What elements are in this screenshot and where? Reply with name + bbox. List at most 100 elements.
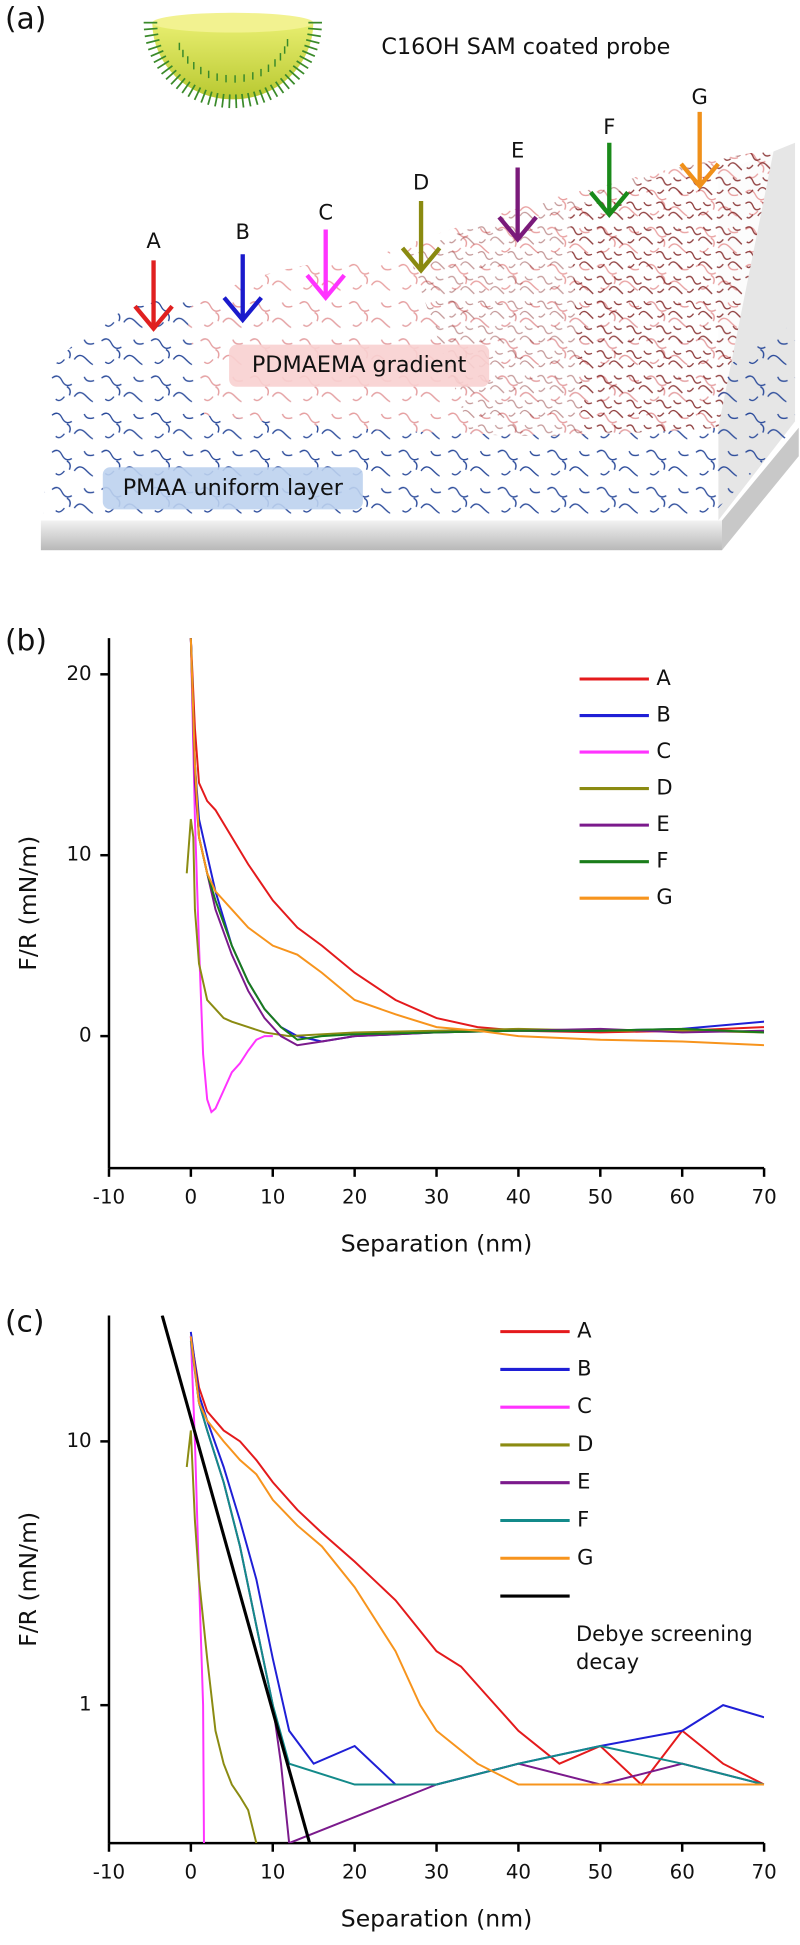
legend-label: B (656, 702, 670, 727)
slab-front (40, 520, 722, 551)
series-line (189, 1340, 765, 1786)
legend-label: A (656, 665, 671, 690)
arrow-label: G (692, 84, 708, 109)
x-tick-label: 10 (260, 1185, 285, 1208)
legend-label: G (656, 884, 672, 909)
x-tick-label: 70 (751, 1185, 776, 1208)
chain (207, 91, 213, 105)
x-tick-label: 40 (506, 1185, 531, 1208)
arrow-label: B (235, 219, 249, 244)
x-tick-label: -10 (93, 1185, 125, 1208)
series-group (160, 1315, 765, 1844)
x-tick-label: 60 (670, 1185, 695, 1208)
x-tick-label: 20 (342, 1860, 367, 1883)
x-tick-label: 0 (185, 1185, 198, 1208)
legend-label: E (577, 1469, 590, 1494)
gradient-label: PDMAEMA gradient (252, 352, 467, 378)
y-tick-label: 20 (66, 662, 91, 685)
series-line (189, 638, 765, 1043)
y-tick-label: 1 (79, 1693, 92, 1716)
chain (200, 89, 207, 103)
chain (228, 94, 231, 109)
gradient-densest (569, 148, 774, 433)
arrow-head (589, 190, 630, 218)
arrows: A B C D E F G (133, 84, 720, 332)
chain (247, 92, 252, 107)
series-line (189, 1331, 765, 1786)
x-tick-label: 0 (185, 1860, 198, 1883)
chain (284, 73, 296, 85)
chain (304, 44, 318, 51)
series-line (160, 1315, 312, 1844)
y-axis-label: F/R (mN/m) (14, 1512, 42, 1647)
series-line (189, 638, 765, 1034)
chain (221, 93, 225, 108)
chain (288, 69, 301, 80)
x-tick-label: 30 (424, 1860, 449, 1883)
x-tick-label: -10 (93, 1860, 125, 1883)
arrow-head (222, 296, 263, 324)
legend-label: D (656, 775, 672, 800)
x-tick-label: 70 (751, 1860, 776, 1883)
arrow-head (305, 273, 346, 301)
legend-label: D (577, 1431, 593, 1456)
y-tick-label: 0 (79, 1024, 92, 1047)
arrow-head (133, 304, 174, 332)
x-tick-label: 50 (588, 1860, 613, 1883)
chain (299, 55, 313, 64)
probe-top (152, 12, 314, 33)
chain (143, 27, 158, 31)
legend-label: E (656, 811, 669, 836)
chain (234, 94, 238, 109)
series-line (185, 1430, 258, 1844)
x-tick-label: 10 (260, 1860, 285, 1883)
legend-label: G (577, 1544, 593, 1569)
arrow-head (497, 215, 538, 243)
layer-label-box (102, 467, 363, 510)
arrow-label: D (413, 170, 429, 195)
series-line (189, 638, 765, 1041)
panel-label: (c) (5, 1304, 45, 1339)
chain (150, 50, 164, 57)
series-line (189, 1336, 765, 1786)
x-axis-label: Separation (nm) (341, 1904, 532, 1932)
legend-label: C (577, 1393, 592, 1418)
x-tick-label: 50 (588, 1185, 613, 1208)
y-axis-label: F/R (mN/m) (14, 836, 42, 971)
chain (187, 84, 196, 98)
x-axis-label: Separation (nm) (341, 1229, 532, 1257)
y-tick-label: 10 (66, 843, 91, 866)
legend-label: C (656, 738, 671, 763)
legend-label: A (577, 1318, 592, 1343)
series-line (189, 638, 765, 1047)
gradient-label-box (229, 344, 490, 387)
chain (144, 33, 159, 38)
chain (305, 39, 320, 44)
slab-edge (721, 427, 799, 551)
series-line (189, 638, 765, 1047)
series-line (189, 1336, 765, 1786)
chain (214, 92, 219, 107)
chain (153, 55, 167, 64)
series-group (185, 638, 765, 1114)
chain (301, 50, 316, 57)
arrow-head (400, 246, 442, 274)
y-tick-label: 10 (66, 1429, 91, 1452)
probe (152, 22, 314, 100)
x-tick-label: 20 (342, 1185, 367, 1208)
legend-label: F (656, 848, 668, 873)
arrow-label: C (318, 199, 333, 224)
chain (146, 39, 160, 44)
x-tick-label: 30 (424, 1185, 449, 1208)
chain (181, 81, 191, 94)
chain (156, 60, 170, 70)
chain (241, 93, 245, 108)
layer-label: PMAA uniform layer (123, 475, 344, 501)
legend-label: B (577, 1355, 591, 1380)
arrow-label: E (511, 137, 524, 162)
probe-label: C16OH SAM coated probe (381, 34, 670, 60)
side-layer (718, 322, 796, 509)
